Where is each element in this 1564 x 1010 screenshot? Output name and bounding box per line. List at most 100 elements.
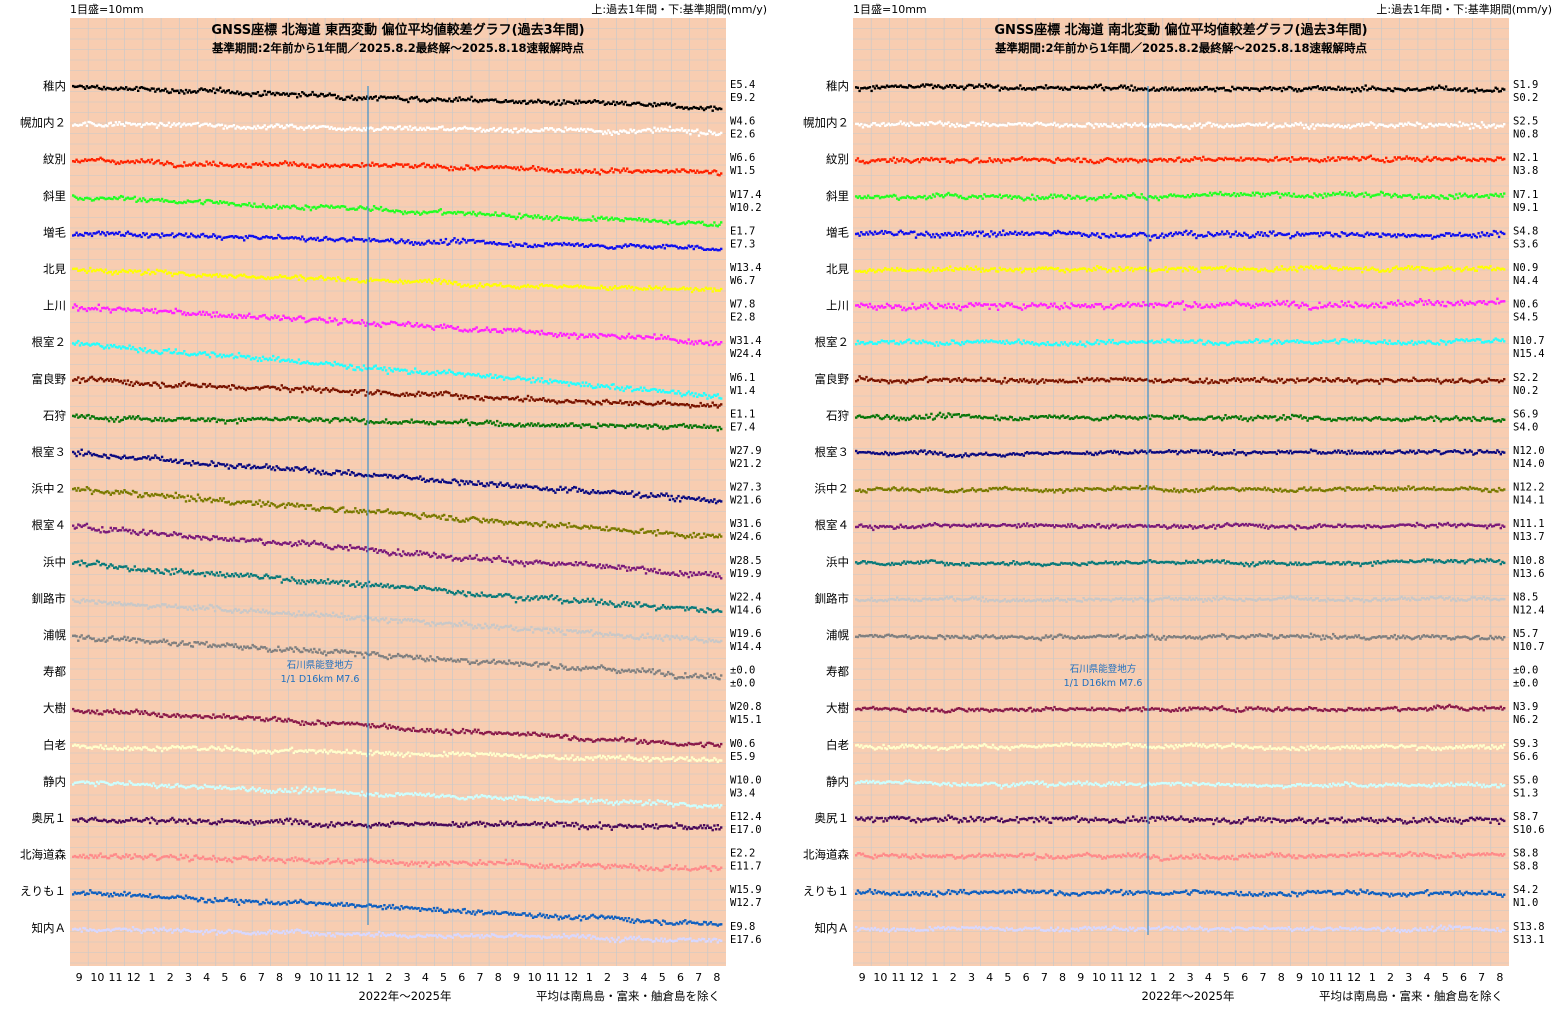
- data-point: [130, 532, 132, 534]
- data-point: [566, 381, 568, 383]
- data-point: [296, 503, 298, 505]
- data-point: [549, 216, 551, 218]
- data-point: [253, 504, 255, 506]
- data-point: [611, 167, 613, 169]
- data-point: [523, 565, 525, 567]
- data-point: [720, 248, 722, 250]
- data-point: [74, 234, 76, 236]
- data-point: [380, 393, 382, 395]
- data-point: [605, 526, 607, 528]
- data-point: [332, 364, 334, 366]
- data-point: [440, 556, 442, 558]
- data-point: [405, 126, 407, 128]
- data-point: [645, 424, 647, 426]
- data-point: [611, 103, 613, 105]
- data-point: [200, 275, 202, 277]
- data-point: [123, 455, 125, 457]
- data-point: [370, 277, 372, 279]
- data-point: [633, 129, 635, 131]
- data-point: [558, 219, 560, 221]
- data-point: [559, 171, 561, 173]
- data-point: [460, 241, 462, 243]
- data-point: [140, 531, 142, 533]
- data-point: [79, 453, 81, 455]
- data-point: [236, 317, 238, 319]
- data-point: [713, 498, 715, 500]
- data-point: [212, 87, 214, 89]
- data-point: [82, 377, 84, 379]
- data-point: [493, 127, 495, 129]
- data-point: [122, 491, 124, 493]
- data-point: [388, 367, 390, 369]
- data-point: [335, 319, 337, 321]
- data-point: [582, 243, 584, 245]
- data-point: [470, 96, 472, 98]
- data-point: [371, 209, 373, 211]
- data-point: [705, 394, 707, 396]
- data-point: [643, 337, 645, 339]
- data-point: [269, 91, 271, 93]
- data-point: [559, 332, 561, 334]
- data-point: [337, 95, 339, 97]
- data-point: [385, 369, 387, 371]
- data-point: [588, 423, 590, 425]
- data-point: [712, 110, 714, 112]
- data-point: [491, 518, 493, 520]
- data-point: [481, 521, 483, 523]
- data-point: [575, 334, 577, 336]
- data-point: [457, 326, 459, 328]
- data-point: [146, 233, 148, 235]
- data-point: [416, 96, 418, 98]
- data-point: [281, 125, 283, 127]
- data-point: [149, 161, 151, 163]
- data-point: [542, 397, 544, 399]
- data-point: [139, 161, 141, 163]
- data-point: [310, 166, 312, 168]
- data-point: [694, 172, 696, 174]
- data-point: [595, 220, 597, 222]
- data-point: [450, 482, 452, 484]
- data-point: [122, 382, 124, 384]
- data-point: [689, 424, 691, 426]
- data-point: [164, 163, 166, 165]
- data-point: [720, 108, 722, 110]
- data-point: [530, 422, 532, 424]
- data-point: [563, 130, 565, 132]
- data-point: [216, 311, 218, 313]
- data-point: [445, 238, 447, 240]
- data-point: [240, 314, 242, 316]
- data-point: [712, 501, 714, 503]
- data-point: [387, 476, 389, 478]
- data-point: [142, 529, 144, 531]
- data-point: [535, 169, 537, 171]
- data-point: [558, 334, 560, 336]
- data-point: [472, 211, 474, 213]
- data-point: [72, 306, 74, 308]
- data-point: [158, 419, 160, 421]
- data-point: [658, 495, 660, 497]
- data-point: [310, 93, 312, 95]
- data-point: [460, 394, 462, 396]
- data-point: [481, 482, 483, 484]
- data-point: [402, 213, 404, 215]
- data-point: [474, 284, 476, 286]
- data-point: [462, 480, 464, 482]
- data-point: [631, 490, 633, 492]
- data-point: [77, 487, 79, 489]
- data-point: [344, 206, 346, 208]
- data-point: [443, 554, 445, 556]
- data-point: [669, 102, 671, 104]
- data-point: [712, 402, 714, 404]
- data-point: [238, 166, 240, 168]
- data-point: [375, 548, 377, 550]
- data-point: [464, 520, 466, 522]
- data-point: [103, 232, 105, 234]
- data-point: [303, 208, 305, 210]
- data-point: [571, 422, 573, 424]
- data-point: [416, 322, 418, 324]
- data-point: [363, 418, 365, 420]
- data-point: [211, 501, 213, 503]
- data-point: [250, 95, 252, 97]
- data-point: [199, 536, 201, 538]
